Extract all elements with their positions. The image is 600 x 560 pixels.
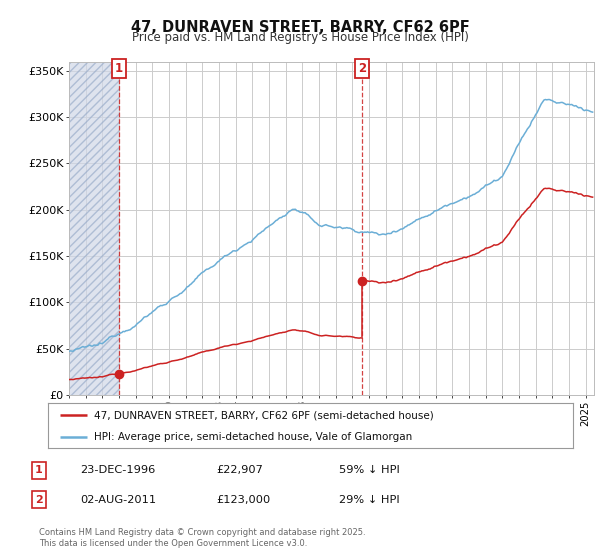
Text: Contains HM Land Registry data © Crown copyright and database right 2025.
This d: Contains HM Land Registry data © Crown c… [39,528,365,548]
Text: 47, DUNRAVEN STREET, BARRY, CF62 6PF: 47, DUNRAVEN STREET, BARRY, CF62 6PF [131,20,469,35]
Bar [69,62,119,395]
Text: 2: 2 [35,494,43,505]
Text: HPI: Average price, semi-detached house, Vale of Glamorgan: HPI: Average price, semi-detached house,… [94,432,412,442]
Text: 59% ↓ HPI: 59% ↓ HPI [339,465,400,475]
Text: 29% ↓ HPI: 29% ↓ HPI [339,494,400,505]
Text: 02-AUG-2011: 02-AUG-2011 [80,494,156,505]
Text: Price paid vs. HM Land Registry's House Price Index (HPI): Price paid vs. HM Land Registry's House … [131,31,469,44]
Text: 23-DEC-1996: 23-DEC-1996 [80,465,155,475]
Text: 1: 1 [35,465,43,475]
Text: £123,000: £123,000 [216,494,270,505]
Text: 2: 2 [358,62,366,74]
Text: £22,907: £22,907 [216,465,263,475]
Text: 47, DUNRAVEN STREET, BARRY, CF62 6PF (semi-detached house): 47, DUNRAVEN STREET, BARRY, CF62 6PF (se… [94,410,434,421]
Text: 1: 1 [115,62,123,74]
